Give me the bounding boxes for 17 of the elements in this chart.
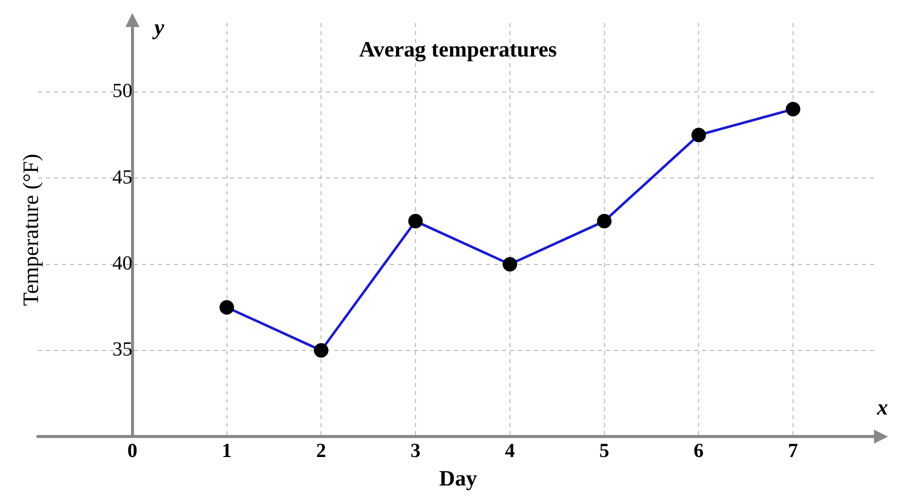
y-tick-label: 35: [112, 338, 132, 361]
x-tick-label: 0: [127, 440, 138, 462]
x-tick-label: 1: [222, 440, 232, 462]
x-tick-label: 5: [599, 440, 610, 462]
y-tick-label: 45: [112, 166, 132, 188]
x-axis-title: Day: [439, 465, 477, 490]
text: Averag temperatures: [359, 36, 558, 62]
y-tick-label: 50: [112, 80, 132, 102]
y-axis-title: Temperature (°F): [18, 154, 43, 306]
x-tick-label: 3: [410, 440, 421, 462]
x-tick-label: 7: [788, 440, 798, 462]
annotation: y: [151, 14, 164, 40]
y-tick-label: 40: [112, 252, 132, 275]
x-tick-label: 4: [504, 440, 515, 462]
annotation: x: [876, 394, 888, 420]
x-tick-label: 2: [316, 440, 326, 462]
x-tick-label: 6: [694, 440, 704, 462]
